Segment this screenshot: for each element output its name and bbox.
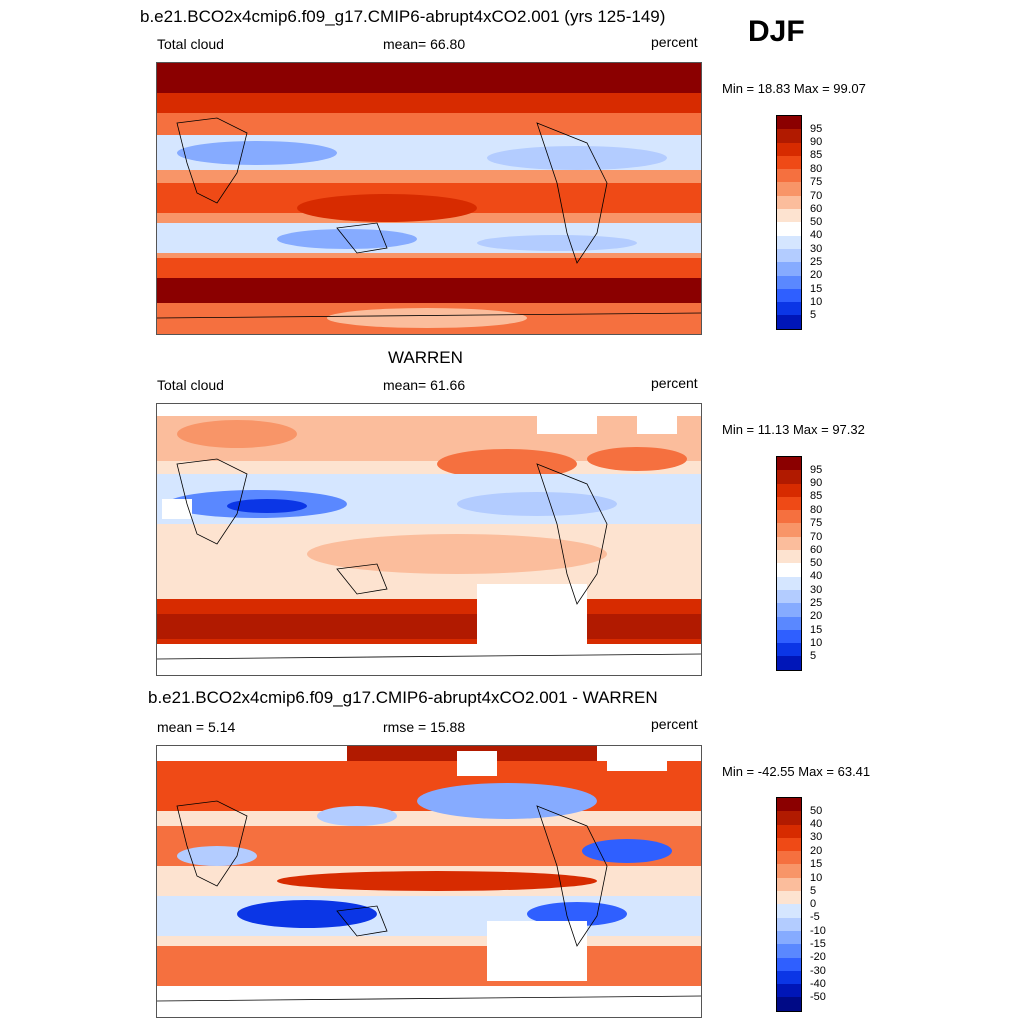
panel2-map (156, 403, 702, 676)
panel2-variable-label: Total cloud (157, 377, 224, 393)
panel3-title: b.e21.BCO2x4cmip6.f09_g17.CMIP6-abrupt4x… (148, 688, 658, 707)
top-title: b.e21.BCO2x4cmip6.f09_g17.CMIP6-abrupt4x… (140, 7, 666, 26)
tick: 50 (810, 557, 823, 569)
tick: 20 (810, 269, 823, 281)
tick: 10 (810, 296, 823, 308)
panel3-minmax: Min = -42.55 Max = 63.41 (722, 764, 871, 779)
tick: 40 (810, 229, 823, 241)
tick: 60 (810, 544, 823, 556)
tick: 80 (810, 163, 823, 175)
tick: 30 (810, 584, 823, 596)
tick: 10 (810, 637, 823, 649)
tick: 95 (810, 123, 823, 135)
tick: -40 (810, 978, 826, 990)
panel3-colorbar (776, 797, 802, 1012)
panel3-rmse-label: rmse = 15.88 (383, 719, 466, 735)
panel2-title: WARREN (388, 348, 463, 367)
tick: -30 (810, 965, 826, 977)
tick: -10 (810, 925, 826, 937)
tick: -20 (810, 951, 826, 963)
tick: 30 (810, 243, 823, 255)
panel1-mean-label: mean= 66.80 (383, 36, 466, 52)
tick: 70 (810, 190, 823, 202)
tick: 40 (810, 570, 823, 582)
tick: 40 (810, 818, 823, 830)
tick: 50 (810, 216, 823, 228)
tick: 50 (810, 805, 823, 817)
tick: 15 (810, 283, 823, 295)
tick: 20 (810, 845, 823, 857)
tick: 80 (810, 504, 823, 516)
tick: -15 (810, 938, 826, 950)
panel2-minmax: Min = 11.13 Max = 97.32 (722, 422, 865, 437)
tick: 0 (810, 898, 817, 910)
tick: 10 (810, 872, 823, 884)
tick: 85 (810, 149, 823, 161)
panel1-map (156, 62, 702, 335)
tick: 75 (810, 176, 823, 188)
tick: 70 (810, 531, 823, 543)
tick: 5 (810, 309, 817, 321)
panel3-map (156, 745, 702, 1018)
tick: 20 (810, 610, 823, 622)
panel1-units-label: percent (651, 34, 698, 50)
tick: 15 (810, 858, 823, 870)
panel1-minmax: Min = 18.83 Max = 99.07 (722, 81, 866, 96)
panel3-mean-label: mean = 5.14 (157, 719, 236, 735)
tick: 5 (810, 885, 817, 897)
tick: 60 (810, 203, 823, 215)
panel2-colorbar (776, 456, 802, 671)
panel2-mean-label: mean= 61.66 (383, 377, 466, 393)
panel3-units-label: percent (651, 716, 698, 732)
tick: 95 (810, 464, 823, 476)
panel2-units-label: percent (651, 375, 698, 391)
tick: 25 (810, 256, 823, 268)
tick: -5 (810, 911, 820, 923)
tick: 15 (810, 624, 823, 636)
tick: 75 (810, 517, 823, 529)
tick: 5 (810, 650, 817, 662)
season-label: DJF (748, 15, 805, 48)
panel1-variable-label: Total cloud (157, 36, 224, 52)
tick: 90 (810, 136, 823, 148)
tick: 90 (810, 477, 823, 489)
tick: 85 (810, 490, 823, 502)
tick: -50 (810, 991, 826, 1003)
tick: 25 (810, 597, 823, 609)
panel1-colorbar (776, 115, 802, 330)
tick: 30 (810, 831, 823, 843)
